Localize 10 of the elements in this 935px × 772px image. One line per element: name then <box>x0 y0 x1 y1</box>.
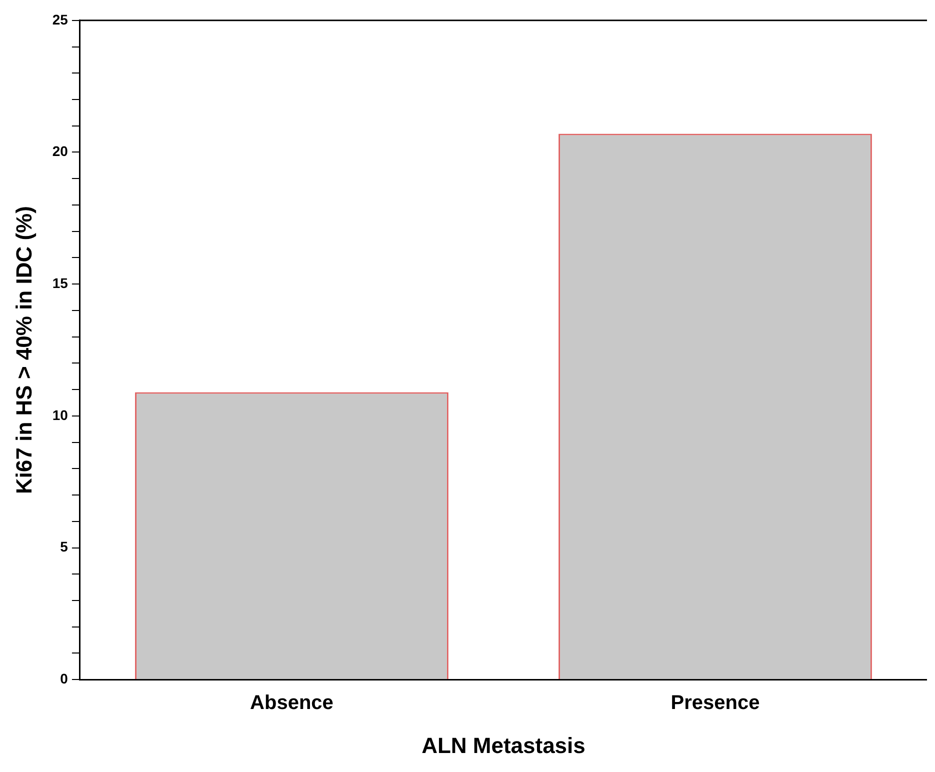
y-tick-label: 5 <box>60 538 68 555</box>
x-axis-title: ALN Metastasis <box>422 732 586 758</box>
y-tick-label: 0 <box>60 670 68 686</box>
x-tick-label: Presence <box>670 692 760 714</box>
y-tick-label: 25 <box>52 11 68 28</box>
y-tick-label: 15 <box>52 274 68 291</box>
y-tick-label: 20 <box>52 143 68 160</box>
x-tick-label: Absence <box>250 692 334 714</box>
y-tick-label: 10 <box>52 406 68 423</box>
y-axis-title: Ki67 in HS > 40% in IDC (%) <box>11 206 36 494</box>
